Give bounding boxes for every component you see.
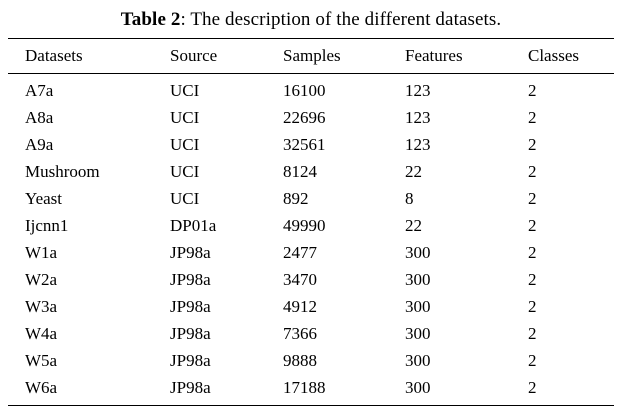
column-header: Features <box>405 46 463 65</box>
table-cell: JP98a <box>170 243 211 263</box>
table-caption-label: Table 2 <box>120 9 181 30</box>
table-body: A7a UCI 16100 123 2 A8a UCI 22696 123 2 A9a UCI 3256… <box>8 74 614 406</box>
table-header-row: Datasets Source Samples Features Classes <box>8 38 614 74</box>
table-cell: JP98a <box>170 351 211 371</box>
table-cell: W4a <box>25 324 58 344</box>
table-cell: UCI <box>170 108 200 128</box>
table-cell: 2 <box>528 189 537 209</box>
table-cell: JP98a <box>170 324 211 344</box>
table-cell: 123 <box>405 81 431 100</box>
table-cell: UCI <box>170 189 200 209</box>
table-cell: 892 <box>283 189 309 209</box>
table-cell: 2 <box>528 297 537 317</box>
table-cell: UCI <box>170 135 200 155</box>
table-cell: 2477 <box>283 243 317 263</box>
table-row: A9a UCI 32561 123 2 <box>8 131 614 158</box>
table-cell: 2 <box>528 378 537 398</box>
table-row: A7a UCI 16100 123 2 <box>8 74 614 105</box>
table-cell: Yeast <box>25 189 63 209</box>
table-cell: 300 <box>405 270 431 290</box>
table-cell: UCI <box>170 162 200 182</box>
table-cell: JP98a <box>170 378 211 398</box>
column-header: Datasets <box>25 46 83 65</box>
column-header: Classes <box>528 46 579 65</box>
table-cell: DP01a <box>170 216 217 236</box>
table-row: W2a JP98a 3470 300 2 <box>8 267 614 294</box>
table-caption-text: : The description of the different datas… <box>180 9 502 30</box>
table-cell: 300 <box>405 324 431 344</box>
table-cell: 2 <box>528 135 537 155</box>
table-cell: 2 <box>528 324 537 344</box>
table-cell: 7366 <box>283 324 317 344</box>
table-cell: 49990 <box>283 216 326 236</box>
column-header: Source <box>170 46 218 65</box>
table-cell: 9888 <box>283 351 317 371</box>
table-cell: W6a <box>25 378 58 398</box>
table-cell: 2 <box>528 270 537 290</box>
table-cell: W3a <box>25 297 58 317</box>
table-row: Mushroom UCI 8124 22 2 <box>8 159 614 186</box>
table-cell: 2 <box>528 81 537 100</box>
table-cell: 123 <box>405 135 431 155</box>
table-cell: 300 <box>405 243 431 263</box>
table-cell: A7a <box>25 81 54 100</box>
table-cell: 123 <box>405 108 431 128</box>
table-cell: Mushroom <box>25 162 100 182</box>
table-cell: 4912 <box>283 297 317 317</box>
table-cell: Ijcnn1 <box>25 216 69 236</box>
table-cell: JP98a <box>170 270 211 290</box>
table-row: W4a JP98a 7366 300 2 <box>8 321 614 348</box>
table-row: Yeast UCI 892 8 2 <box>8 186 614 213</box>
table-cell: 8124 <box>283 162 317 182</box>
table-row: A8a UCI 22696 123 2 <box>8 104 614 131</box>
table-cell: 22696 <box>283 108 326 128</box>
table-cell: 300 <box>405 351 431 371</box>
table-cell: JP98a <box>170 297 211 317</box>
table-cell: UCI <box>170 81 200 100</box>
table-cell: 300 <box>405 297 431 317</box>
table-cell: W1a <box>25 243 58 263</box>
table-cell: 16100 <box>283 81 326 100</box>
table-cell: 2 <box>528 243 537 263</box>
table-cell: 17188 <box>283 378 326 398</box>
table-row: W5a JP98a 9888 300 2 <box>8 348 614 375</box>
table-cell: 8 <box>405 189 414 209</box>
table-cell: A9a <box>25 135 54 155</box>
table-cell: A8a <box>25 108 54 128</box>
table-cell: 3470 <box>283 270 317 290</box>
table-cell: W2a <box>25 270 58 290</box>
table-row: Ijcnn1 DP01a 49990 22 2 <box>8 213 614 240</box>
table-row: W3a JP98a 4912 300 2 <box>8 294 614 321</box>
table-cell: 2 <box>528 162 537 182</box>
table-cell: 2 <box>528 351 537 371</box>
column-header: Samples <box>283 46 341 65</box>
table-cell: 300 <box>405 378 431 398</box>
table-cell: 2 <box>528 108 537 128</box>
table-cell: 22 <box>405 216 422 236</box>
table-row: W6a JP98a 17188 300 2 <box>8 375 614 406</box>
table-cell: 32561 <box>283 135 326 155</box>
table-caption: Table 2: The description of the differen… <box>0 0 622 31</box>
table-row: W1a JP98a 2477 300 2 <box>8 240 614 267</box>
table-cell: 22 <box>405 162 422 182</box>
table-cell: 2 <box>528 216 537 236</box>
datasets-table: Datasets Source Samples Features Classes A7a… <box>8 38 614 406</box>
table-cell: W5a <box>25 351 58 371</box>
